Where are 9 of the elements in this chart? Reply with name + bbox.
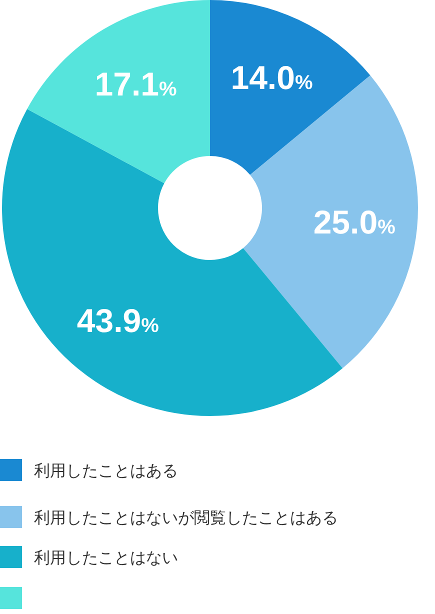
data-label: 43.9% bbox=[76, 302, 160, 340]
data-label: 14.0% bbox=[230, 58, 313, 96]
legend-label: 利用したことはない bbox=[34, 549, 178, 567]
data-label: 25.0% bbox=[313, 204, 396, 241]
legend-label: 利用したことはないが閲覧したことはある bbox=[34, 509, 338, 527]
donut-slice bbox=[27, 0, 210, 184]
donut-slice bbox=[210, 0, 370, 175]
legend-label: 利用したことはある bbox=[34, 462, 178, 480]
data-label: 17.1% bbox=[94, 65, 178, 102]
